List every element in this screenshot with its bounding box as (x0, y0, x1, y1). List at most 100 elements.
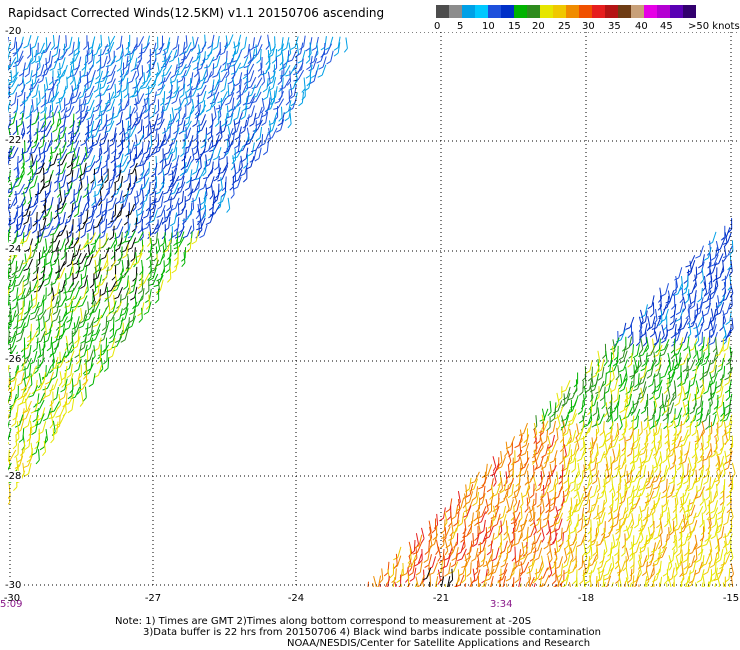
wind-barb (48, 272, 52, 284)
wind-barb (731, 317, 734, 329)
wind-map-plot[interactable] (8, 32, 740, 587)
wind-barb-flag (685, 417, 690, 423)
wind-barb-flag (244, 88, 249, 93)
wind-barb-flag (729, 250, 734, 256)
wind-barb (624, 484, 626, 496)
wind-barb-flag (106, 348, 112, 352)
wind-barb-flag (696, 405, 702, 410)
wind-barb (10, 196, 17, 208)
wind-barb-flag (80, 285, 85, 289)
wind-barb (29, 128, 32, 140)
wind-barb (261, 98, 265, 110)
wind-barb-flag (643, 417, 649, 422)
wind-barb (82, 111, 89, 122)
wind-barb (723, 407, 726, 419)
wind-barb-flag (508, 468, 514, 473)
wind-barb (13, 211, 18, 223)
wind-barb (571, 413, 577, 424)
wind-barb-flag (625, 472, 631, 476)
wind-barb (61, 238, 66, 250)
wind-barb (153, 42, 157, 54)
wind-barb (713, 372, 718, 384)
wind-barb-flag (724, 389, 730, 394)
wind-barb (15, 230, 19, 242)
wind-barb (673, 420, 677, 432)
wind-barb (44, 113, 46, 125)
wind-barb (679, 337, 684, 349)
wind-barb (79, 70, 82, 83)
wind-barb-flag (95, 158, 100, 163)
legend-label: 30 (582, 21, 595, 32)
wind-barb (74, 64, 81, 76)
wind-barb (35, 414, 40, 426)
wind-barb (207, 167, 214, 178)
wind-barb (720, 374, 724, 386)
wind-barb-flag (17, 382, 22, 387)
wind-barb (706, 337, 709, 349)
wind-barb-flag (199, 207, 205, 212)
wind-barb (50, 55, 53, 67)
wind-barb (524, 457, 530, 468)
wind-barb-flag (625, 480, 631, 485)
wind-barb (623, 490, 628, 502)
wind-barb (663, 465, 668, 477)
wind-barb (35, 219, 39, 231)
wind-barb (688, 346, 691, 358)
wind-barb-flag (36, 235, 42, 238)
wind-barb-flag (106, 123, 112, 127)
wind-barb (696, 435, 699, 447)
wind-barb-flag (49, 410, 55, 413)
wind-barb-flag (190, 158, 195, 163)
wind-barb-flag (547, 411, 552, 417)
wind-barb (676, 329, 681, 341)
wind-barb (165, 71, 172, 82)
wind-barb-flag (687, 325, 693, 329)
wind-barb (248, 63, 255, 75)
wind-barb (66, 182, 70, 194)
wind-barb-flag (120, 241, 126, 245)
wind-barb (61, 154, 68, 165)
wind-barb (460, 497, 465, 509)
wind-barb (49, 371, 54, 383)
wind-barb (88, 363, 94, 374)
wind-barb (139, 155, 145, 166)
wind-barb-flag (129, 290, 134, 295)
wind-barb-flag (687, 488, 693, 492)
wind-barb (178, 237, 185, 248)
wind-barb (166, 120, 171, 132)
wind-barb (29, 105, 33, 116)
wind-barb (238, 72, 243, 84)
wind-barb-flag (305, 59, 311, 64)
wind-barb (267, 34, 270, 46)
wind-barb-flag (120, 108, 125, 112)
wind-barb-flag (148, 277, 154, 281)
wind-barb (177, 119, 180, 131)
wind-barb (505, 471, 508, 483)
wind-barb-flag (66, 263, 72, 268)
wind-barb (595, 470, 599, 482)
wind-barb-flag (716, 481, 720, 487)
wind-barb (25, 230, 31, 242)
wind-barb (148, 288, 152, 300)
wind-barb-flag (59, 129, 65, 134)
wind-barb (49, 105, 52, 117)
wind-barb (223, 147, 229, 158)
wind-barb-flag (185, 198, 190, 202)
wind-barb-flag (138, 177, 144, 180)
wind-barb (345, 37, 348, 49)
wind-barb-flag (598, 445, 604, 449)
wind-barb-flag (168, 59, 174, 63)
wind-barb (544, 485, 550, 496)
legend-swatch (605, 5, 618, 18)
wind-barb-flag (591, 503, 597, 507)
wind-barb (708, 317, 712, 329)
wind-barb-flag (633, 454, 639, 459)
wind-barb-flag (716, 466, 722, 470)
wind-barb-flag (99, 368, 104, 374)
wind-barb (594, 457, 598, 469)
wind-barb (211, 203, 215, 216)
wind-barb-flag (150, 173, 156, 178)
wind-barb-flag (667, 424, 673, 428)
wind-barb (657, 422, 662, 434)
wind-barb-flag (52, 227, 58, 231)
